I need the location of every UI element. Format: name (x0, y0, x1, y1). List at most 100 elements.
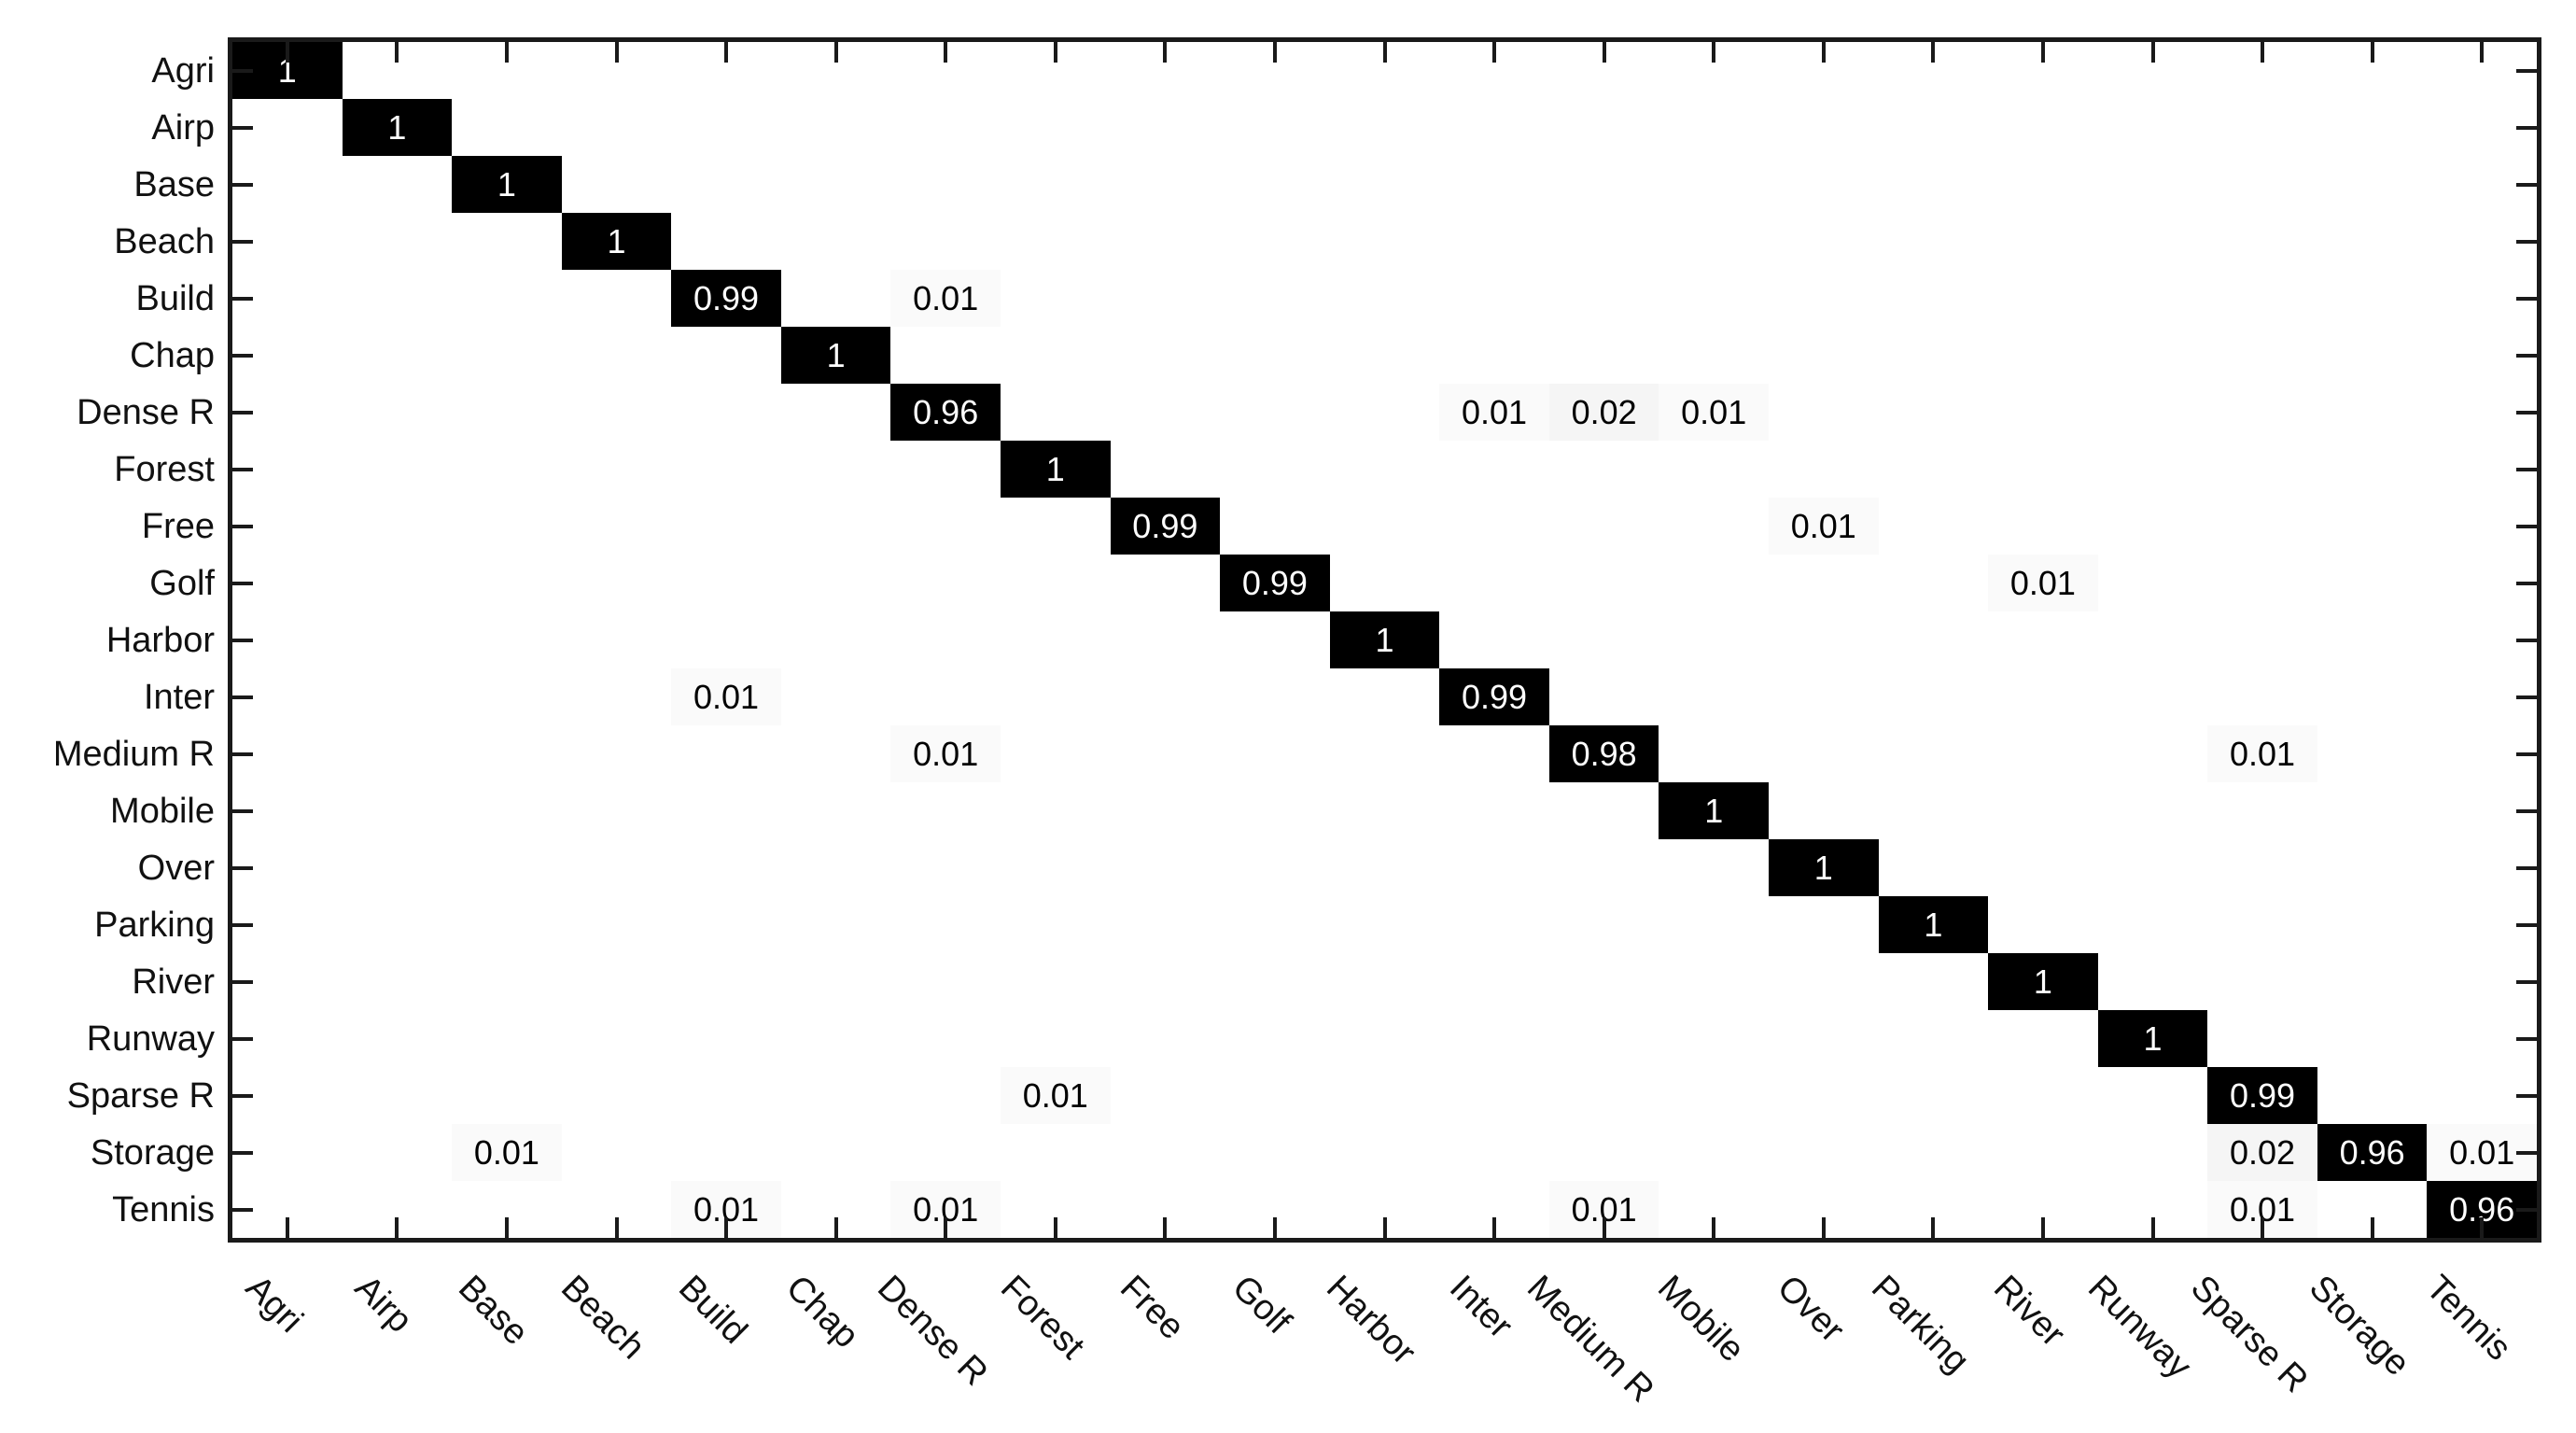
y-axis-label: Medium R (52, 734, 215, 774)
matrix-cell: 1 (1769, 839, 1879, 896)
matrix-cell: 0.01 (890, 725, 1001, 782)
matrix-cell: 1 (1659, 782, 1769, 839)
y-axis-label: Storage (90, 1132, 215, 1173)
matrix-cell: 0.01 (890, 270, 1001, 327)
matrix-cell: 0.01 (1439, 384, 1549, 441)
x-tick-mark (395, 42, 399, 63)
x-axis-label: Forest (992, 1268, 1092, 1368)
y-axis-label: Tennis (112, 1189, 215, 1229)
x-axis-label: Mobile (1649, 1268, 1752, 1370)
x-axis-label: River (1986, 1268, 2073, 1355)
x-tick-mark (2150, 1217, 2155, 1238)
matrix-cell: 1 (452, 156, 562, 213)
x-tick-mark (285, 1217, 289, 1238)
x-tick-mark (2040, 1217, 2045, 1238)
x-axis-label: Airp (347, 1268, 420, 1341)
y-tick-mark (2516, 296, 2537, 301)
matrix-cell: 0.01 (1769, 498, 1879, 555)
x-tick-mark (1272, 1217, 1277, 1238)
x-tick-mark (1382, 1217, 1387, 1238)
matrix-cell: 0.01 (671, 668, 781, 725)
y-tick-mark (232, 695, 253, 699)
matrix-cell: 1 (1001, 441, 1111, 498)
y-tick-mark (232, 182, 253, 187)
x-axis-label: Parking (1863, 1268, 1977, 1382)
y-tick-mark (232, 752, 253, 756)
x-tick-mark (1163, 42, 1168, 63)
x-axis-label: Beach (553, 1268, 653, 1368)
matrix-cell: 1 (2097, 1010, 2208, 1067)
y-tick-mark (232, 467, 253, 471)
y-tick-mark (2516, 68, 2537, 73)
x-tick-mark (395, 1217, 399, 1238)
y-tick-mark (2516, 865, 2537, 870)
y-tick-mark (2516, 922, 2537, 927)
x-tick-mark (2040, 42, 2045, 63)
y-tick-mark (2516, 353, 2537, 358)
x-axis-label: Harbor (1319, 1268, 1424, 1373)
x-axis-label: Storage (2301, 1268, 2417, 1384)
y-axis-label: Airp (151, 107, 215, 148)
x-axis-label: Base (451, 1268, 537, 1354)
plot-area: 1 1 1 1 0.99 0.01 1 0.96 0.01 0.02 0.01 1 0.99 0.01 0.… (228, 37, 2541, 1243)
y-tick-mark (232, 125, 253, 130)
y-tick-mark (2516, 467, 2537, 471)
y-tick-mark (232, 979, 253, 984)
y-axis-label: Free (141, 506, 215, 546)
matrix-cell: 1 (1878, 896, 1989, 953)
y-tick-mark (232, 353, 253, 358)
matrix-cell: 1 (780, 327, 891, 384)
y-axis-label: Over (137, 848, 215, 888)
y-tick-mark (232, 68, 253, 73)
matrix-cell: 0.01 (1988, 555, 2098, 611)
y-axis-label: Forest (114, 449, 215, 489)
y-tick-mark (2516, 752, 2537, 756)
x-tick-mark (944, 1217, 948, 1238)
x-tick-mark (1821, 42, 1826, 63)
matrix-cell: 0.99 (1110, 498, 1221, 555)
y-tick-mark (2516, 524, 2537, 528)
y-tick-mark (2516, 182, 2537, 187)
x-tick-mark (1931, 42, 1936, 63)
x-tick-mark (504, 1217, 509, 1238)
y-tick-mark (2516, 808, 2537, 813)
matrix-cell: 0.02 (2207, 1124, 2317, 1181)
x-axis-label: Tennis (2418, 1268, 2519, 1369)
x-tick-mark (1931, 1217, 1936, 1238)
y-tick-mark (232, 1150, 253, 1155)
y-tick-mark (2516, 1207, 2537, 1212)
x-axis-label: Runway (2080, 1268, 2199, 1387)
y-axis-label: Base (133, 164, 215, 204)
x-axis-label: Sparse R (2183, 1268, 2316, 1401)
y-tick-mark (232, 581, 253, 585)
y-tick-mark (2516, 581, 2537, 585)
x-tick-mark (724, 42, 729, 63)
x-axis-label: Agri (237, 1268, 311, 1341)
x-tick-mark (614, 1217, 619, 1238)
x-tick-mark (1712, 42, 1716, 63)
x-tick-mark (2480, 42, 2485, 63)
x-tick-mark (2370, 1217, 2374, 1238)
y-axis-label: Mobile (110, 791, 215, 831)
y-axis-label: Build (135, 278, 216, 318)
x-tick-mark (2370, 42, 2374, 63)
matrix-cell: 0.96 (890, 384, 1001, 441)
y-tick-mark (232, 1036, 253, 1041)
y-tick-mark (2516, 1150, 2537, 1155)
y-tick-mark (2516, 979, 2537, 984)
matrix-cell: 1 (561, 213, 672, 270)
x-tick-mark (1163, 1217, 1168, 1238)
y-tick-mark (232, 239, 253, 244)
matrix-cell: 0.01 (452, 1124, 562, 1181)
x-tick-mark (1053, 1217, 1057, 1238)
x-tick-mark (944, 42, 948, 63)
y-axis-label: Agri (151, 50, 215, 91)
x-tick-mark (1272, 42, 1277, 63)
y-tick-mark (232, 410, 253, 414)
y-tick-mark (232, 638, 253, 642)
x-axis-label: Build (671, 1268, 755, 1352)
y-tick-mark (232, 1207, 253, 1212)
y-tick-mark (232, 865, 253, 870)
matrix-cell: 0.96 (2317, 1124, 2428, 1181)
